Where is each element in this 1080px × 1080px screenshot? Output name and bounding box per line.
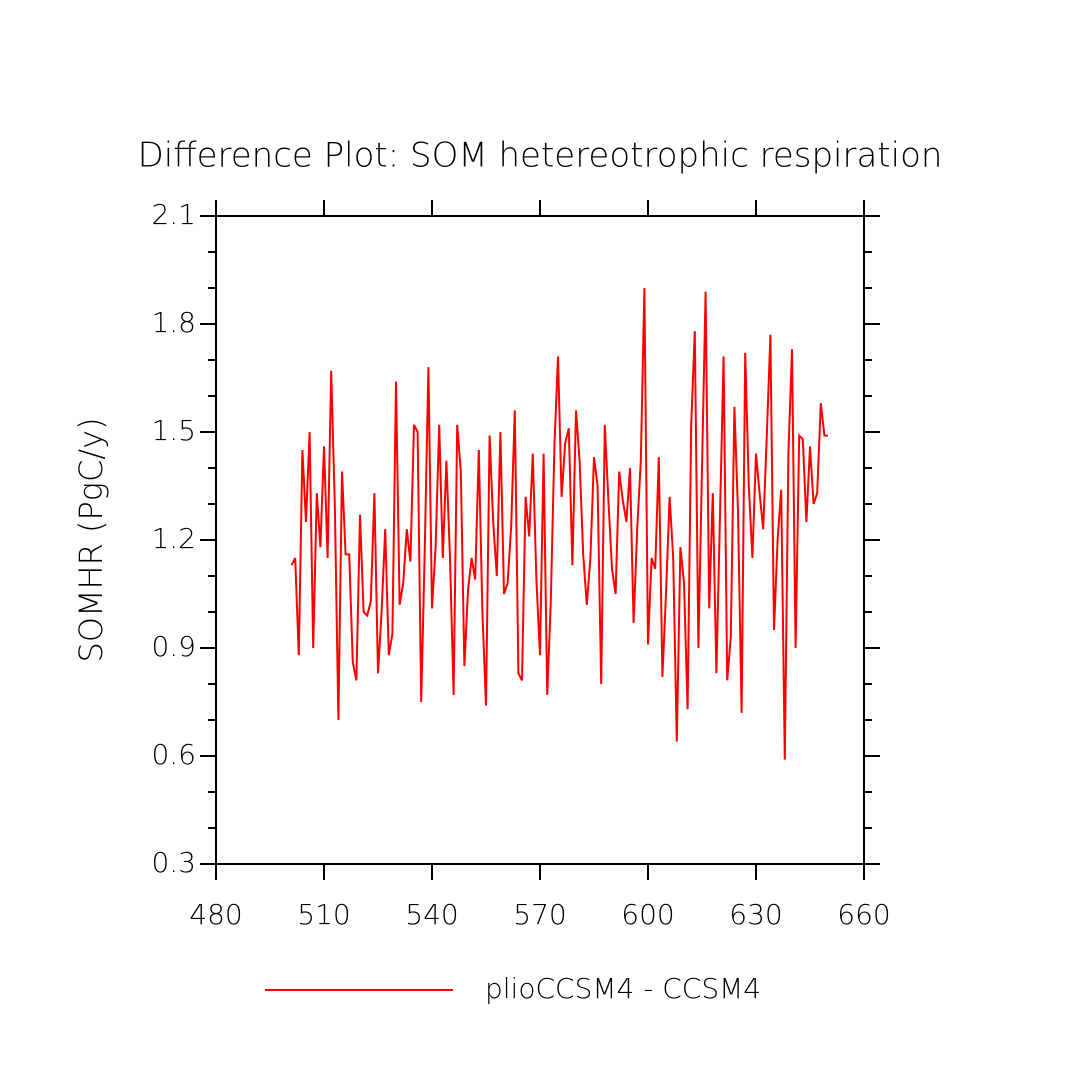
x-tick-label: 600 — [621, 898, 674, 931]
y-tick-label: 2.1 — [151, 198, 196, 231]
chart-title: Difference Plot: SOM hetereotrophic resp… — [138, 136, 943, 176]
y-axis-label: SOMHR (PgC/y) — [72, 417, 110, 662]
data-line — [290, 287, 828, 760]
y-tick-label: 0.6 — [151, 738, 196, 771]
plot-frame — [215, 215, 865, 865]
x-tick-label: 630 — [729, 898, 782, 931]
x-tick-label: 480 — [189, 898, 242, 931]
y-tick-label: 1.8 — [151, 306, 196, 339]
y-tick-label: 1.2 — [151, 522, 196, 555]
y-tick-label: 0.3 — [151, 846, 196, 879]
x-tick-label: 570 — [513, 898, 566, 931]
legend-label: plioCCSM4 - CCSM4 — [485, 972, 761, 1005]
y-tick-label: 0.9 — [151, 630, 196, 663]
x-tick-label: 540 — [405, 898, 458, 931]
x-tick-label: 660 — [837, 898, 890, 931]
x-tick-label: 510 — [297, 898, 350, 931]
y-tick-label: 1.5 — [151, 414, 196, 447]
